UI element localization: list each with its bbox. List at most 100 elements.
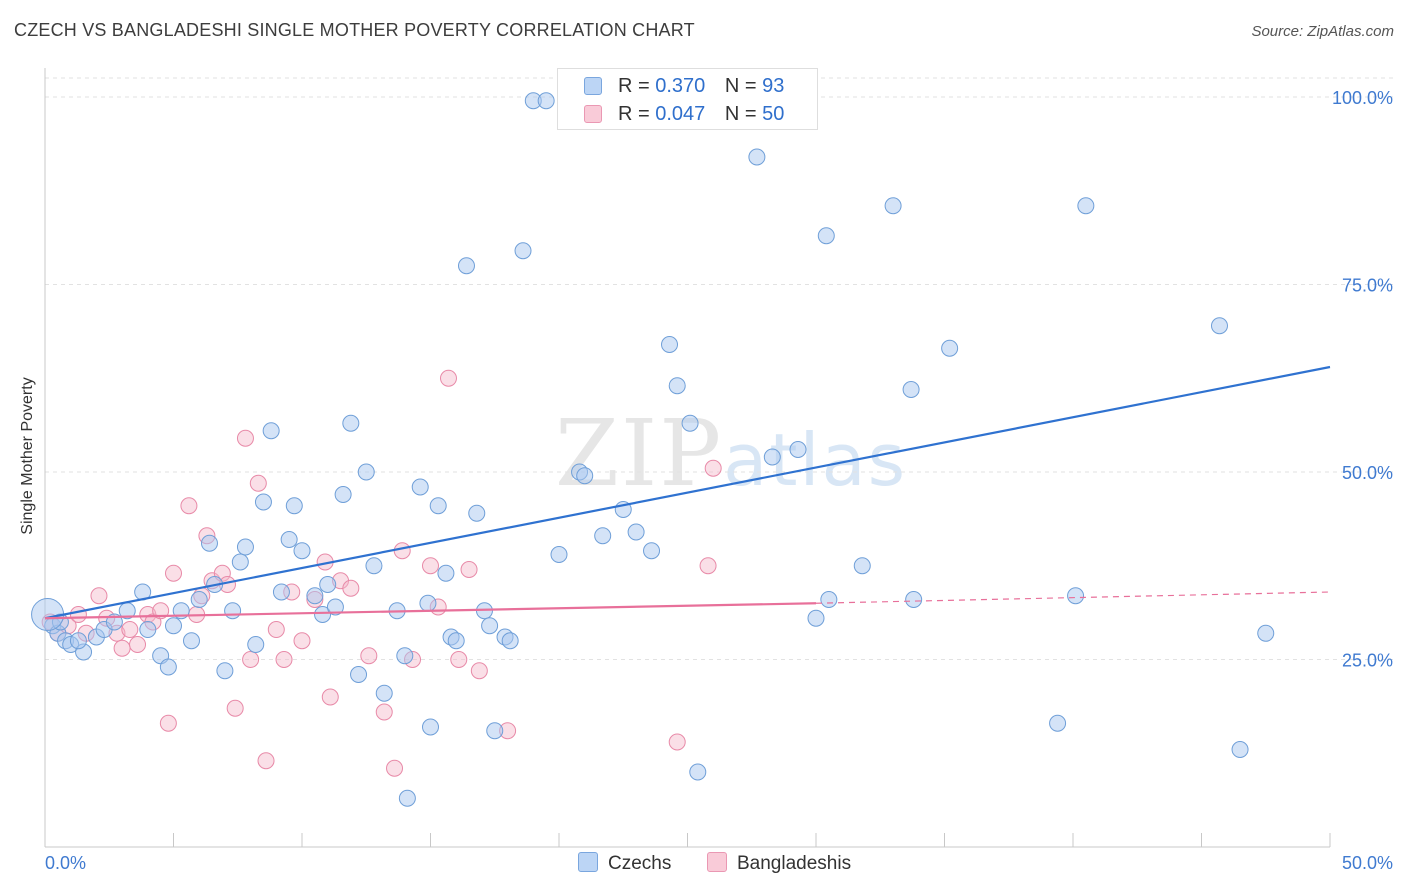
czechs-point	[681, 414, 699, 432]
czechs-point	[1210, 317, 1228, 335]
czechs-point	[411, 478, 429, 496]
bangladeshis-point	[275, 651, 293, 668]
y-tick-label: 50.0%	[1342, 463, 1393, 483]
czechs-point	[69, 632, 87, 650]
watermark-atlas: atlas	[723, 418, 908, 502]
bangladeshis-point	[267, 621, 285, 638]
bangladeshis-point	[113, 639, 131, 657]
bangladeshis-point	[422, 557, 439, 575]
bangladeshis-point	[69, 606, 87, 623]
czechs-point	[748, 148, 766, 166]
bangladeshis-point	[386, 759, 404, 777]
czechs-point	[905, 591, 923, 608]
legend-r-label: R =	[618, 75, 656, 97]
bangladeshis-point	[393, 542, 411, 560]
czechs-point	[627, 523, 645, 541]
czechs-point	[486, 722, 504, 740]
bangladeshis-point	[360, 647, 378, 665]
czechs-point	[375, 684, 393, 702]
x-tick-label: 50.0%	[1342, 853, 1393, 873]
bangladeshis-point	[226, 699, 244, 717]
czechs-point	[537, 92, 555, 110]
bangladeshis-point	[668, 733, 686, 751]
czechs-point	[437, 564, 455, 582]
czechs-point	[293, 542, 311, 560]
x-tick-label: 0.0%	[45, 853, 86, 873]
bangladeshis-point	[450, 651, 468, 668]
legend-row-czechs: R = 0.370 N = 93	[584, 75, 784, 98]
czechs-point	[1067, 587, 1085, 605]
bangladeshis-point	[165, 564, 182, 582]
legend-swatch-bangladeshis	[584, 105, 602, 123]
czechs-point	[594, 527, 612, 545]
czechs-point	[357, 463, 375, 481]
czechs-point	[789, 441, 807, 458]
czechs-point	[200, 534, 218, 552]
czechs-point	[365, 557, 383, 575]
czechs-point	[501, 632, 519, 650]
czechs-point	[941, 339, 959, 357]
czechs-point	[689, 763, 707, 781]
czechs-point	[429, 497, 447, 515]
czechs-point	[853, 557, 871, 575]
legend-n-label: N =	[724, 75, 763, 97]
czechs-point	[236, 538, 254, 556]
czechs-point	[550, 546, 568, 563]
czechs-point	[216, 662, 234, 680]
czechs-point	[763, 448, 781, 466]
chart-source: Source: ZipAtlas.com	[1251, 23, 1394, 40]
stats-legend: R = 0.370 N = 93 R = 0.047 N = 50	[557, 68, 818, 130]
czechs-point	[231, 553, 249, 571]
y-tick-label: 100.0%	[1332, 88, 1393, 108]
czechs-point	[224, 602, 242, 620]
bangladeshis-point	[129, 636, 147, 653]
czechs-point	[280, 531, 298, 548]
czechs-point	[314, 606, 332, 623]
series-legend: Czechs Bangladeshis	[0, 852, 1406, 878]
legend-r-value: 0.047	[655, 103, 706, 125]
legend-row-bangladeshis: R = 0.047 N = 50	[584, 103, 785, 126]
legend-r-label: R =	[618, 103, 656, 125]
czechs-point	[247, 636, 265, 653]
czechs-point	[643, 542, 661, 560]
legend-n-value: 50	[762, 103, 785, 125]
czechs-point	[1077, 197, 1095, 215]
czechs-point	[1231, 741, 1249, 758]
czechs-point	[139, 621, 157, 638]
legend-label-bangladeshis: Bangladeshis	[737, 853, 852, 874]
czechs-point	[902, 381, 920, 398]
czechs-point	[422, 718, 439, 736]
chart-title: CZECH VS BANGLADESHI SINGLE MOTHER POVER…	[14, 20, 695, 40]
czechs-point	[306, 587, 324, 605]
bangladeshis-point	[236, 429, 254, 447]
czechs-point	[817, 227, 835, 245]
legend-swatch-czechs	[584, 77, 602, 95]
bangladeshis-point	[152, 602, 170, 620]
bangladeshis-point	[257, 752, 275, 770]
bangladeshis-point	[321, 688, 339, 706]
legend-item-bangladeshis: Bangladeshis	[707, 852, 851, 875]
legend-item-czechs: Czechs	[578, 852, 671, 875]
czechs-point	[1049, 714, 1067, 732]
bangladeshis-point	[375, 703, 393, 721]
bangladeshis-point	[90, 587, 108, 605]
czechs-trend-line	[44, 365, 1331, 620]
legend-r-value: 0.370	[655, 75, 706, 97]
czechs-point	[820, 591, 838, 608]
czechs-point	[262, 422, 280, 440]
legend-label-czechs: Czechs	[608, 853, 672, 874]
czechs-point	[254, 493, 272, 511]
czechs-point	[350, 666, 368, 683]
czechs-point	[272, 583, 290, 601]
czechs-point	[190, 591, 208, 608]
czechs-point	[481, 617, 499, 635]
bangladeshis-point	[439, 369, 457, 387]
bangladeshis-point	[460, 561, 478, 578]
czechs-point	[326, 598, 344, 616]
bangladeshis-point	[342, 579, 360, 597]
bangladeshis-point	[704, 459, 722, 477]
bangladeshis-point	[470, 662, 488, 680]
legend-n-label: N =	[724, 103, 763, 125]
czechs-point	[668, 377, 686, 395]
